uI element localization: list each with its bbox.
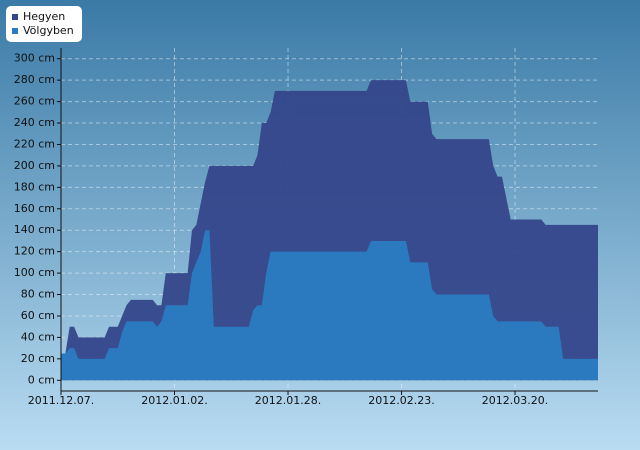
y-tick-label: 40 cm [21, 330, 55, 343]
legend-swatch [12, 14, 18, 20]
x-tick-label: 2012.01.02. [141, 394, 207, 407]
y-tick-label: 0 cm [28, 373, 55, 386]
x-tick-label: 2011.12.07. [28, 394, 94, 407]
legend-label: Hegyen [23, 10, 65, 23]
y-tick-label: 280 cm [14, 73, 55, 86]
x-tick-label: 2012.02.23. [368, 394, 434, 407]
x-tick-label: 2012.03.20. [482, 394, 548, 407]
y-tick-label: 120 cm [14, 245, 55, 258]
y-tick-label: 260 cm [14, 95, 55, 108]
y-tick-label: 300 cm [14, 52, 55, 65]
legend [6, 6, 82, 42]
y-tick-label: 100 cm [14, 266, 55, 279]
y-tick-label: 200 cm [14, 159, 55, 172]
legend-label: Völgyben [23, 24, 74, 37]
y-tick-label: 60 cm [21, 309, 55, 322]
y-tick-label: 160 cm [14, 202, 55, 215]
y-tick-label: 80 cm [21, 288, 55, 301]
y-tick-label: 240 cm [14, 116, 55, 129]
y-tick-label: 220 cm [14, 137, 55, 150]
y-tick-label: 140 cm [14, 223, 55, 236]
x-tick-label: 2012.01.28. [255, 394, 321, 407]
legend-swatch [12, 28, 18, 34]
y-tick-label: 180 cm [14, 180, 55, 193]
area [61, 230, 598, 381]
y-tick-label: 20 cm [21, 352, 55, 365]
